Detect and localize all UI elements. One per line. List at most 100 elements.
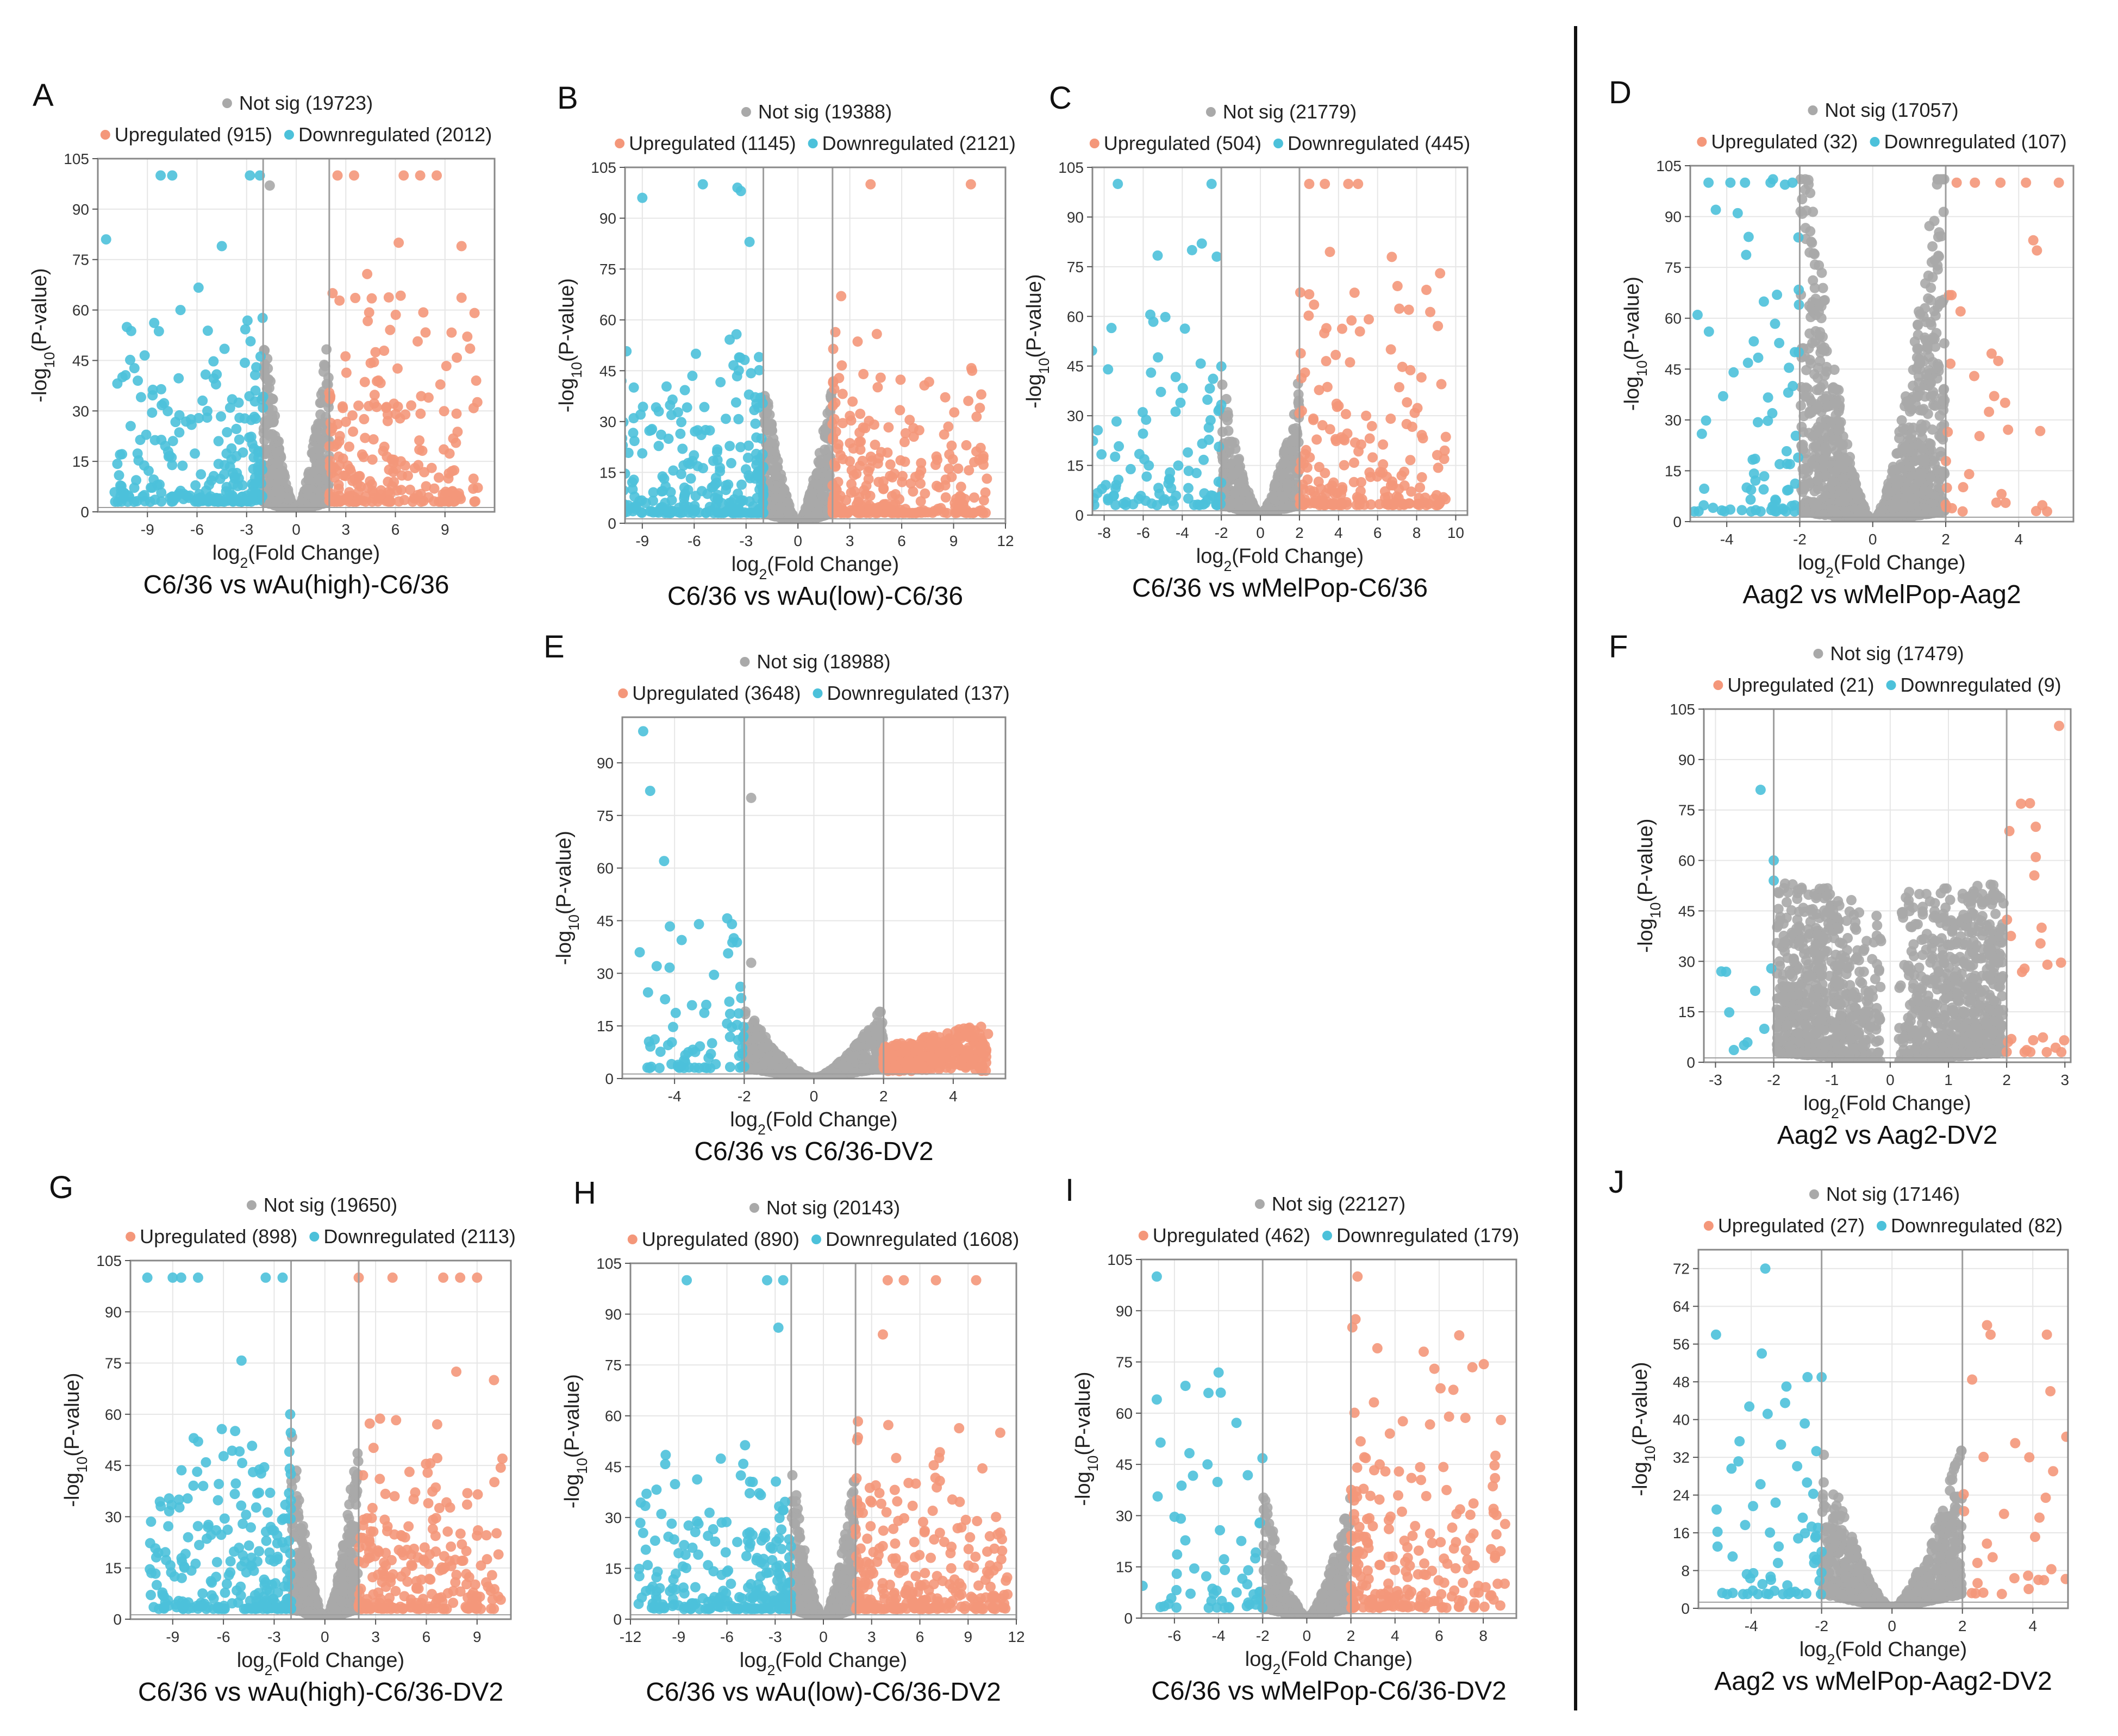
point-up bbox=[1363, 314, 1374, 325]
point-down bbox=[1072, 423, 1082, 434]
point-down bbox=[625, 500, 634, 511]
point-down bbox=[1793, 452, 1804, 463]
point-up bbox=[871, 329, 882, 340]
point-up bbox=[447, 466, 458, 477]
point-down bbox=[160, 441, 171, 452]
legend-dot-up bbox=[1089, 139, 1099, 148]
point-down bbox=[665, 487, 676, 498]
legend: Not sig (18988)Upregulated (3648) Downreg… bbox=[618, 650, 1010, 704]
legend: Not sig (21779)Upregulated (504) Downregu… bbox=[1089, 101, 1470, 154]
point-down bbox=[668, 465, 679, 476]
point-down bbox=[167, 491, 178, 502]
point-up bbox=[947, 454, 958, 465]
panel-title: Aag2 vs wMelPop-Aag2 bbox=[1742, 580, 2021, 609]
point-up bbox=[863, 474, 874, 485]
point-up bbox=[1430, 500, 1441, 511]
point-up bbox=[931, 480, 942, 491]
point-not-sig bbox=[1797, 194, 1808, 205]
point-not-sig bbox=[1812, 475, 1823, 486]
point-not-sig bbox=[761, 407, 772, 418]
point-up bbox=[899, 437, 910, 448]
point-outlier bbox=[1787, 177, 1798, 188]
point-down bbox=[1110, 499, 1121, 510]
x-tick-label: 4 bbox=[2014, 531, 2023, 548]
y-tick-label: 30 bbox=[72, 403, 89, 419]
point-down bbox=[190, 448, 201, 459]
point-down bbox=[216, 411, 227, 422]
point-down bbox=[1743, 231, 1754, 242]
point-down bbox=[114, 470, 124, 481]
point-not-sig bbox=[1801, 205, 1812, 216]
point-not-sig bbox=[771, 493, 782, 504]
point-outlier bbox=[1353, 178, 1364, 189]
point-outlier bbox=[976, 389, 986, 400]
point-up bbox=[2035, 425, 2046, 436]
x-axis-label: log2(Fold Change) bbox=[1196, 545, 1364, 574]
point-down bbox=[663, 507, 673, 518]
point-down bbox=[1758, 484, 1769, 495]
point-not-sig bbox=[1929, 459, 1940, 469]
point-up bbox=[393, 496, 404, 507]
point-up bbox=[406, 400, 417, 411]
legend-dot-up bbox=[618, 688, 628, 698]
point-up bbox=[957, 499, 968, 510]
point-up bbox=[1991, 497, 2002, 508]
point-not-sig bbox=[1810, 326, 1821, 337]
point-not-sig bbox=[285, 492, 296, 503]
point-not-sig bbox=[1938, 405, 1949, 416]
point-not-sig bbox=[1239, 486, 1250, 497]
point-down bbox=[736, 479, 747, 490]
point-up bbox=[1390, 497, 1401, 508]
point-up bbox=[1355, 477, 1366, 487]
point-down bbox=[257, 491, 268, 502]
legend-dot-up bbox=[1697, 137, 1707, 147]
legend-downregulated: Downregulated (137) bbox=[827, 682, 1010, 704]
point-outlier bbox=[264, 180, 275, 191]
point-down bbox=[157, 400, 167, 411]
x-tick-label: -8 bbox=[1097, 524, 1111, 541]
point-down bbox=[173, 373, 184, 384]
point-down bbox=[1110, 452, 1121, 462]
point-up bbox=[880, 499, 891, 510]
point-up bbox=[444, 448, 455, 459]
point-down bbox=[1790, 478, 1801, 489]
point-up bbox=[1346, 315, 1357, 326]
point-down bbox=[613, 500, 623, 510]
point-down bbox=[1153, 482, 1164, 493]
point-up bbox=[1382, 471, 1392, 482]
point-down bbox=[116, 496, 127, 507]
point-outlier bbox=[1732, 208, 1743, 218]
point-up bbox=[472, 397, 483, 408]
point-outlier bbox=[1435, 268, 1446, 279]
point-down bbox=[1208, 373, 1219, 384]
point-up bbox=[1989, 391, 2000, 402]
point-up bbox=[419, 467, 430, 478]
point-down bbox=[129, 482, 140, 493]
threshold-lines bbox=[625, 167, 1005, 523]
point-down bbox=[219, 460, 230, 471]
point-not-sig bbox=[1817, 283, 1828, 293]
legend-downregulated: Downregulated (445) bbox=[1288, 132, 1470, 154]
point-down bbox=[629, 436, 640, 447]
point-down bbox=[1092, 425, 1103, 436]
point-not-sig bbox=[308, 466, 319, 477]
y-axis-label: -log10(P-value) bbox=[1621, 277, 1650, 411]
point-down bbox=[1170, 372, 1181, 383]
point-up bbox=[1295, 348, 1306, 359]
point-up bbox=[1309, 299, 1320, 310]
point-up bbox=[838, 418, 848, 429]
point-down bbox=[174, 427, 185, 438]
legend-dot-up bbox=[100, 130, 110, 140]
x-tick-label: 8 bbox=[1413, 524, 1421, 541]
point-down bbox=[754, 484, 765, 495]
point-down bbox=[202, 325, 213, 336]
point-outlier bbox=[1103, 364, 1114, 375]
point-not-sig bbox=[1292, 429, 1303, 440]
point-not-sig bbox=[1827, 505, 1838, 516]
x-tick-label: 2 bbox=[1941, 531, 1950, 548]
point-up bbox=[864, 506, 875, 517]
point-down bbox=[238, 447, 248, 458]
point-up bbox=[930, 460, 941, 471]
point-down bbox=[1696, 428, 1707, 439]
point-down bbox=[752, 505, 763, 516]
